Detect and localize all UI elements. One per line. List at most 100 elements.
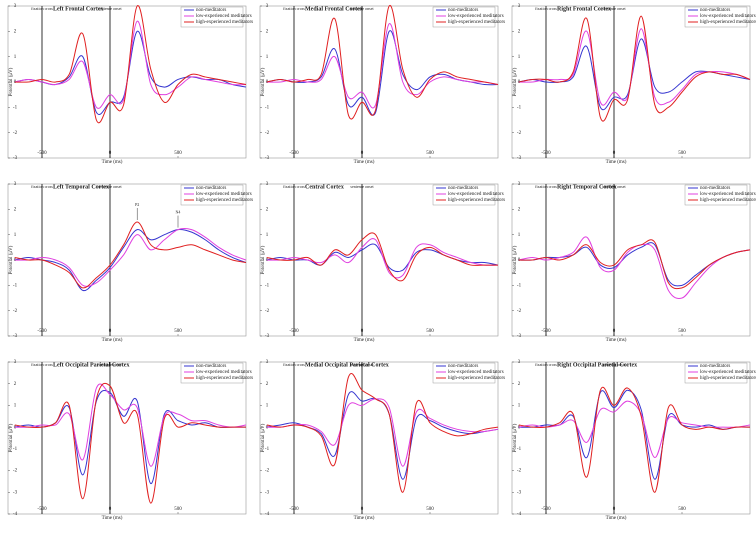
event-label: sentence onset [98,184,122,189]
legend-box [180,6,244,28]
legend-box [180,184,244,206]
series-line [266,232,498,282]
y-tick-label: 1 [518,233,521,238]
y-tick-label: 0 [518,80,521,85]
y-tick-label: 2 [518,382,521,387]
x-axis-label: Time (ms) [354,516,375,521]
y-tick-label: 0 [266,425,269,430]
legend-label: non-meditators [448,364,478,369]
event-label: fixation cross [535,6,557,11]
y-tick-label: 3 [518,182,521,187]
event-label: fixation cross [283,184,305,189]
legend-label: non-meditators [448,186,478,191]
y-tick-label: -2 [13,469,18,474]
y-axis-label: Potential (μV) [513,67,518,96]
y-axis-label: Potential (μV) [9,67,14,96]
y-tick-label: -3 [13,334,18,339]
y-tick-label: -1 [13,105,18,110]
series-line [266,238,499,279]
chart-title: Right Occipital Parietal Cortex [557,362,637,368]
series-line [518,236,751,299]
y-tick-label: -3 [265,156,270,161]
y-tick-label: 1 [14,233,17,238]
chart-title: Central Cortex [305,184,344,190]
y-tick-label: -4 [517,512,522,517]
panel: Left Occipital Parietal Cortex Potential … [7,360,253,521]
x-axis-label: Time (ms) [606,516,627,521]
y-tick-label: 0 [14,80,17,85]
legend-label: non-meditators [700,8,730,13]
y-tick-label: 3 [14,360,17,365]
y-tick-label: -3 [13,156,18,161]
y-tick-label: 1 [518,404,521,409]
peak-label: P2 [135,202,139,207]
legend-label: high-experienced meditators [448,198,505,203]
x-axis-label: Time (ms) [354,338,375,343]
y-tick-label: 1 [14,55,17,60]
series-line [266,398,499,467]
legend-label: high-experienced meditators [196,198,253,203]
chart-title: Right Temporal Cortex [557,184,617,190]
event-label: fixation cross [31,362,53,367]
legend-label: non-meditators [196,8,226,13]
legend-box [684,6,748,28]
y-tick-label: -2 [517,309,522,314]
y-tick-label: -2 [265,309,270,314]
y-tick-label: -4 [13,512,18,517]
x-tick-label: 500 [174,151,182,156]
chart-title: Medial Frontal Cortex [305,6,363,12]
y-tick-label: -2 [265,469,270,474]
x-axis-label: Time (ms) [606,160,627,165]
y-tick-label: 2 [518,207,521,212]
event-label: fixation cross [283,6,305,11]
y-tick-label: 3 [266,360,269,365]
panel: Right Temporal Cortex Potential (μV) Time … [511,182,756,343]
legend-label: high-experienced meditators [448,376,505,381]
y-tick-label: 1 [266,404,269,409]
series-line [266,30,499,116]
legend-label: low-experienced meditators [196,370,252,375]
x-tick-label: 500 [678,507,686,512]
y-axis-label: Potential (μV) [261,245,266,274]
chart-title: Left Frontal Cortex [53,6,104,12]
legend-label: high-experienced meditators [700,20,756,25]
y-tick-label: 2 [518,29,521,34]
y-tick-label: -2 [13,131,18,136]
y-tick-label: -3 [517,156,522,161]
x-tick-label: 500 [426,151,434,156]
series-line [266,5,499,120]
x-tick-label: 500 [174,507,182,512]
y-tick-label: 1 [518,55,521,60]
x-axis-label: Time (ms) [102,160,123,165]
legend-label: low-experienced meditators [700,14,756,19]
panel: Medial Frontal Cortex Potential (μV) Time … [259,4,505,165]
legend-label: non-meditators [196,186,226,191]
panel: Left Frontal Cortex Potential (μV) Time (m… [7,4,253,165]
y-tick-label: 1 [14,404,17,409]
y-tick-label: 2 [14,29,17,34]
y-tick-label: 0 [518,425,521,430]
event-label: fixation cross [283,362,305,367]
series-line [14,30,247,115]
legend-box [432,184,496,206]
y-tick-label: 1 [266,55,269,60]
legend-label: non-meditators [700,186,730,191]
y-tick-label: -1 [265,283,270,288]
x-axis-label: Time (ms) [606,338,627,343]
y-tick-label: -1 [517,105,522,110]
legend-label: non-meditators [448,8,478,13]
y-tick-label: 3 [518,360,521,365]
y-tick-label: -3 [13,490,18,495]
series-line [518,386,751,493]
panel: Medial Occipital Parietal Cortex Potentia… [259,360,505,521]
y-tick-label: -2 [517,469,522,474]
y-tick-label: 3 [266,182,269,187]
x-tick-label: 500 [174,329,182,334]
event-label: fixation cross [31,184,53,189]
series-line [14,5,247,124]
y-tick-label: -1 [13,283,18,288]
y-tick-label: -2 [265,131,270,136]
x-axis-label: Time (ms) [102,338,123,343]
y-tick-label: -1 [13,447,18,452]
event-label: sentence onset [98,6,122,11]
